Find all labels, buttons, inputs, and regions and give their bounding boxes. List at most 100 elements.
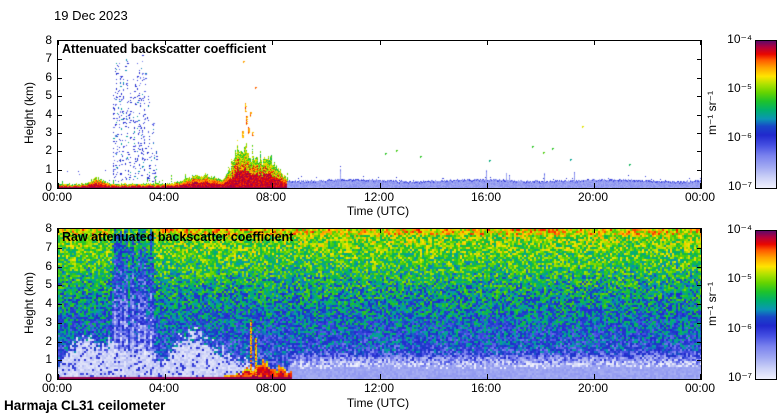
colorbar-tick-label: 10⁻⁴ [727, 222, 752, 236]
attenuated-heatmap [58, 41, 701, 188]
axis-tick [58, 267, 62, 268]
time-tick-label-top: 16:00 [470, 190, 502, 204]
height-tick-label: 2 [45, 143, 52, 157]
time-tick-label-top: 20:00 [577, 190, 609, 204]
axis-tick [487, 41, 488, 45]
colorbar-unit-top: m⁻¹ sr⁻¹ [705, 91, 719, 135]
height-tick-label: 5 [45, 277, 52, 291]
time-tick-label-bottom: 08:00 [255, 381, 287, 395]
axis-tick [165, 374, 166, 379]
axis-tick [58, 151, 62, 152]
axis-tick [697, 304, 701, 305]
axis-tick [594, 183, 595, 188]
time-tick-label-top: 12:00 [363, 190, 395, 204]
time-tick-label-top: 00:00 [41, 190, 73, 204]
axis-tick [594, 374, 595, 379]
axis-tick [697, 133, 701, 134]
axis-tick [697, 151, 701, 152]
axis-tick [697, 115, 701, 116]
instrument-label: Harmaja CL31 ceilometer [4, 398, 166, 413]
axis-tick [272, 41, 273, 45]
axis-tick [380, 229, 381, 233]
height-tick-label: 7 [45, 240, 52, 254]
raw-title: Raw attenuated backscatter coefficient [62, 230, 294, 244]
colorbar-tick-label: 10⁻⁷ [727, 179, 752, 193]
axis-tick [697, 170, 701, 171]
colorbar-tick-label: 10⁻⁵ [727, 81, 752, 95]
raw-panel: Raw attenuated backscatter coefficient [57, 228, 702, 380]
axis-tick [165, 41, 166, 45]
axis-tick [487, 229, 488, 233]
time-tick-label-top: 00:00 [684, 190, 716, 204]
colorbar-tick-label: 10⁻⁶ [727, 130, 752, 144]
height-tick-label: 0 [45, 180, 52, 194]
axis-tick [697, 360, 701, 361]
height-tick-label: 8 [45, 221, 52, 235]
axis-tick [58, 115, 62, 116]
axis-tick [697, 323, 701, 324]
height-tick-label: 3 [45, 125, 52, 139]
time-tick-label-top: 04:00 [148, 190, 180, 204]
axis-tick [165, 183, 166, 188]
attenuated-title: Attenuated backscatter coefficient [62, 42, 267, 56]
time-tick-label-bottom: 12:00 [363, 381, 395, 395]
colorbar-bottom [755, 230, 777, 380]
axis-tick [165, 229, 166, 233]
axis-tick [58, 304, 62, 305]
axis-tick [58, 229, 59, 233]
axis-tick [697, 267, 701, 268]
raw-heatmap [58, 229, 701, 379]
axis-tick [700, 41, 701, 45]
axis-tick [58, 96, 62, 97]
height-tick-label: 1 [45, 352, 52, 366]
time-tick-label-top: 08:00 [255, 190, 287, 204]
axis-tick [380, 41, 381, 45]
time-tick-label-bottom: 00:00 [41, 381, 73, 395]
axis-tick [58, 248, 62, 249]
colorbar-tick-label: 10⁻⁵ [727, 271, 752, 285]
axis-tick [58, 374, 59, 379]
axis-tick [58, 133, 62, 134]
axis-tick [700, 229, 701, 233]
colorbar-top [755, 40, 777, 189]
height-tick-label: 5 [45, 88, 52, 102]
axis-tick [700, 374, 701, 379]
axis-tick [272, 183, 273, 188]
height-tick-label: 2 [45, 334, 52, 348]
axis-tick [697, 248, 701, 249]
height-tick-label: 1 [45, 162, 52, 176]
axis-tick [697, 78, 701, 79]
height-tick-label: 4 [45, 296, 52, 310]
axis-tick [697, 59, 701, 60]
axis-tick [697, 342, 701, 343]
colorbar-unit-bottom: m⁻¹ sr⁻¹ [705, 282, 719, 326]
colorbar-tick-label: 10⁻⁴ [727, 32, 752, 46]
axis-tick [58, 183, 59, 188]
axis-tick [272, 229, 273, 233]
time-tick-label-bottom: 04:00 [148, 381, 180, 395]
axis-tick [380, 183, 381, 188]
time-tick-label-bottom: 16:00 [470, 381, 502, 395]
time-tick-label-bottom: 00:00 [684, 381, 716, 395]
axis-tick [58, 41, 59, 45]
axis-tick [58, 342, 62, 343]
height-tick-label: 0 [45, 371, 52, 385]
axis-tick [58, 78, 62, 79]
axis-tick [487, 374, 488, 379]
axis-tick [697, 285, 701, 286]
axis-tick [697, 96, 701, 97]
axis-tick [594, 229, 595, 233]
height-tick-label: 6 [45, 70, 52, 84]
colorbar-tick-label: 10⁻⁶ [727, 321, 752, 335]
axis-tick [58, 59, 62, 60]
time-axis-label-top: Time (UTC) [346, 204, 410, 218]
height-tick-label: 6 [45, 259, 52, 273]
axis-tick [700, 183, 701, 188]
axis-tick [272, 374, 273, 379]
time-tick-label-bottom: 20:00 [577, 381, 609, 395]
height-tick-label: 8 [45, 33, 52, 47]
height-tick-label: 7 [45, 51, 52, 65]
axis-tick [594, 41, 595, 45]
axis-tick [58, 170, 62, 171]
axis-tick [487, 183, 488, 188]
